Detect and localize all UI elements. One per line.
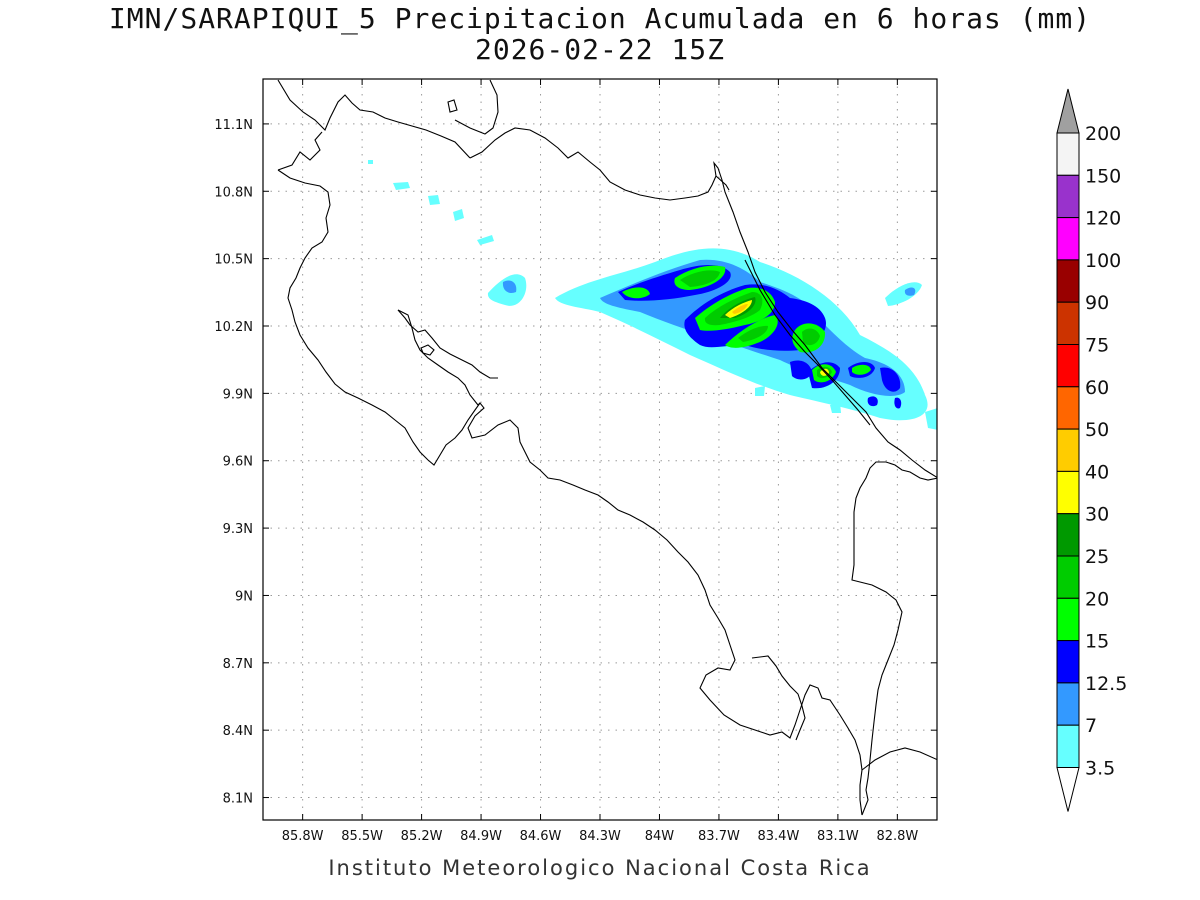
precip-area-15mm xyxy=(622,287,650,299)
lat-tick-label: 10.5N xyxy=(214,253,253,268)
colorbar-level-label: 50 xyxy=(1085,419,1109,441)
colorbar-swatch xyxy=(1056,301,1080,346)
lon-tick-label: 83.4W xyxy=(758,829,800,844)
map-subtitle-datetime: 2026-02-22 15Z xyxy=(474,33,725,66)
lat-tick-label: 10.8N xyxy=(214,185,253,200)
precip-area-3.5mm xyxy=(368,160,373,164)
colorbar-swatch xyxy=(1056,513,1080,557)
lat-tick-label: 9N xyxy=(235,589,253,604)
lat-tick-label: 8.7N xyxy=(223,657,253,672)
lat-tick-label: 9.6N xyxy=(223,455,253,470)
footer-credit: Instituto Meteorologico Nacional Costa R… xyxy=(328,856,872,880)
precip-area-20mm xyxy=(738,325,768,342)
precipitation-field xyxy=(368,160,937,430)
precip-area-3.5mm xyxy=(453,209,464,221)
colorbar-level-label: 15 xyxy=(1085,631,1109,653)
colorbar-swatch xyxy=(1056,470,1080,515)
lon-tick-label: 85.8W xyxy=(282,829,324,844)
colorbar-swatch xyxy=(1056,174,1080,219)
precip-area-20mm xyxy=(680,270,720,287)
colorbar-swatch xyxy=(1056,259,1080,303)
colorbar-level-label: 20 xyxy=(1085,588,1109,610)
precip-area-12.5mm xyxy=(894,397,902,409)
colorbar-swatch xyxy=(1056,640,1080,684)
colorbar-level-label: 120 xyxy=(1085,208,1121,230)
colorbar: 200 150 120 100 90 75 60 50 40 30 25 20 15 12.5 7 3.5 xyxy=(1056,88,1127,812)
colorbar-swatch xyxy=(1056,132,1080,176)
colorbar-level-label: 40 xyxy=(1085,461,1109,483)
lat-tick-label: 8.1N xyxy=(223,792,253,807)
colorbar-swatch xyxy=(1056,386,1080,430)
colorbar-level-label: 25 xyxy=(1085,546,1109,568)
map-axes: 85.8W 85.5W 85.2W 84.9W 84.6W 84.3W 84W 83.7W 83… xyxy=(214,79,937,844)
coastline-and-borders xyxy=(277,79,937,816)
precip-area-7mm xyxy=(904,287,916,296)
lat-tick-label: 11.1N xyxy=(214,118,253,133)
colorbar-level-label: 7 xyxy=(1085,715,1097,737)
lon-tick-label: 84.6W xyxy=(520,829,562,844)
precip-area-12.5mm xyxy=(880,367,901,392)
precip-area-3.5mm xyxy=(755,386,765,396)
colorbar-swatch xyxy=(1056,724,1080,769)
colorbar-level-label: 60 xyxy=(1085,377,1109,399)
lon-tick-label: 84.9W xyxy=(460,829,502,844)
precip-area-3.5mm xyxy=(477,235,494,245)
precip-area-3.5mm xyxy=(925,408,937,430)
precip-area-7mm xyxy=(502,280,517,293)
lat-tick-label: 9.3N xyxy=(223,522,253,537)
lon-tick-label: 83.7W xyxy=(698,829,740,844)
colorbar-level-label: 150 xyxy=(1085,165,1121,187)
colorbar-level-label: 30 xyxy=(1085,504,1109,526)
colorbar-swatch xyxy=(1056,555,1080,599)
lon-tick-label: 85.2W xyxy=(401,829,443,844)
colorbar-swatch xyxy=(1056,344,1080,388)
colorbar-level-label: 90 xyxy=(1085,292,1109,314)
precip-area-20mm xyxy=(802,328,820,346)
precip-area-12.5mm xyxy=(790,360,812,380)
lon-tick-label: 82.8W xyxy=(876,829,918,844)
precip-area-40mm xyxy=(732,304,748,314)
colorbar-level-label: 100 xyxy=(1085,250,1121,272)
colorbar-level-label: 200 xyxy=(1085,123,1121,145)
precip-area-3.5mm xyxy=(393,182,410,190)
precip-area-15mm xyxy=(852,364,871,375)
colorbar-level-label: 12.5 xyxy=(1085,673,1127,695)
lon-tick-label: 84.3W xyxy=(579,829,621,844)
lon-tick-label: 83.1W xyxy=(817,829,859,844)
lat-tick-label: 10.2N xyxy=(214,320,253,335)
colorbar-under-arrow xyxy=(1056,767,1080,812)
precip-area-3.5mm xyxy=(830,402,841,413)
colorbar-swatch xyxy=(1056,597,1080,642)
precip-area-3.5mm xyxy=(885,282,922,306)
colorbar-swatch xyxy=(1056,217,1080,261)
lat-tick-label: 8.4N xyxy=(223,724,253,739)
colorbar-over-arrow xyxy=(1056,88,1080,134)
map-title: IMN/SARAPIQUI_5 Precipitacion Acumulada … xyxy=(108,2,1092,35)
lat-tick-label: 9.9N xyxy=(223,387,253,402)
colorbar-swatch xyxy=(1056,682,1080,726)
precip-area-3.5mm xyxy=(428,195,440,205)
lon-tick-label: 85.5W xyxy=(341,829,383,844)
lon-tick-label: 84W xyxy=(645,829,675,844)
colorbar-swatch xyxy=(1056,428,1080,472)
colorbar-level-label: 3.5 xyxy=(1085,758,1115,780)
colorbar-level-label: 75 xyxy=(1085,335,1109,357)
precip-area-12.5mm xyxy=(867,396,878,407)
